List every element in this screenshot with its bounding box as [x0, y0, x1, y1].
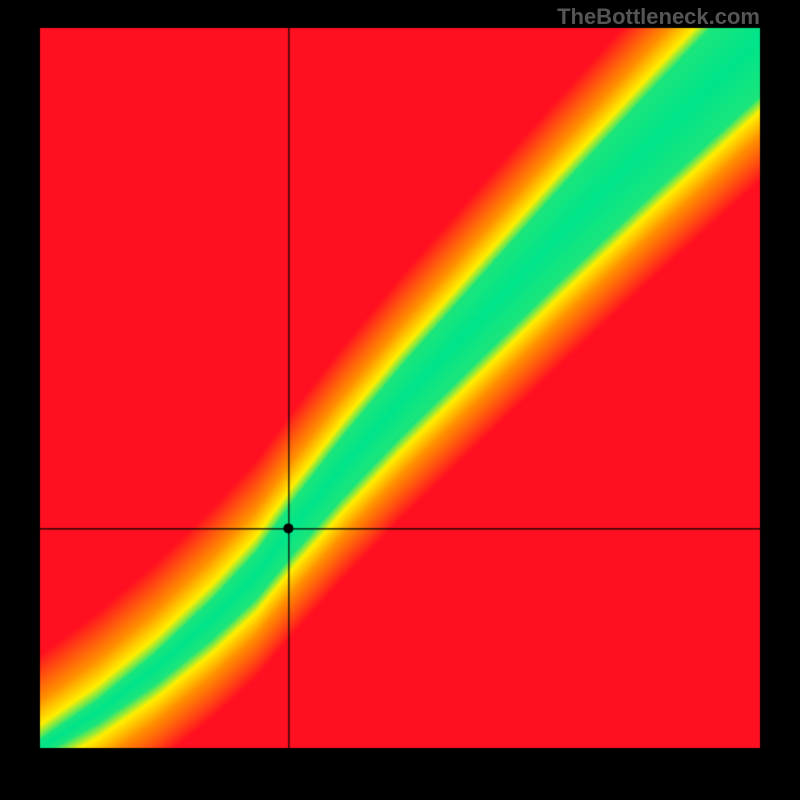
watermark-text: TheBottleneck.com [557, 4, 760, 30]
bottleneck-heatmap [0, 0, 800, 800]
chart-container: TheBottleneck.com [0, 0, 800, 800]
